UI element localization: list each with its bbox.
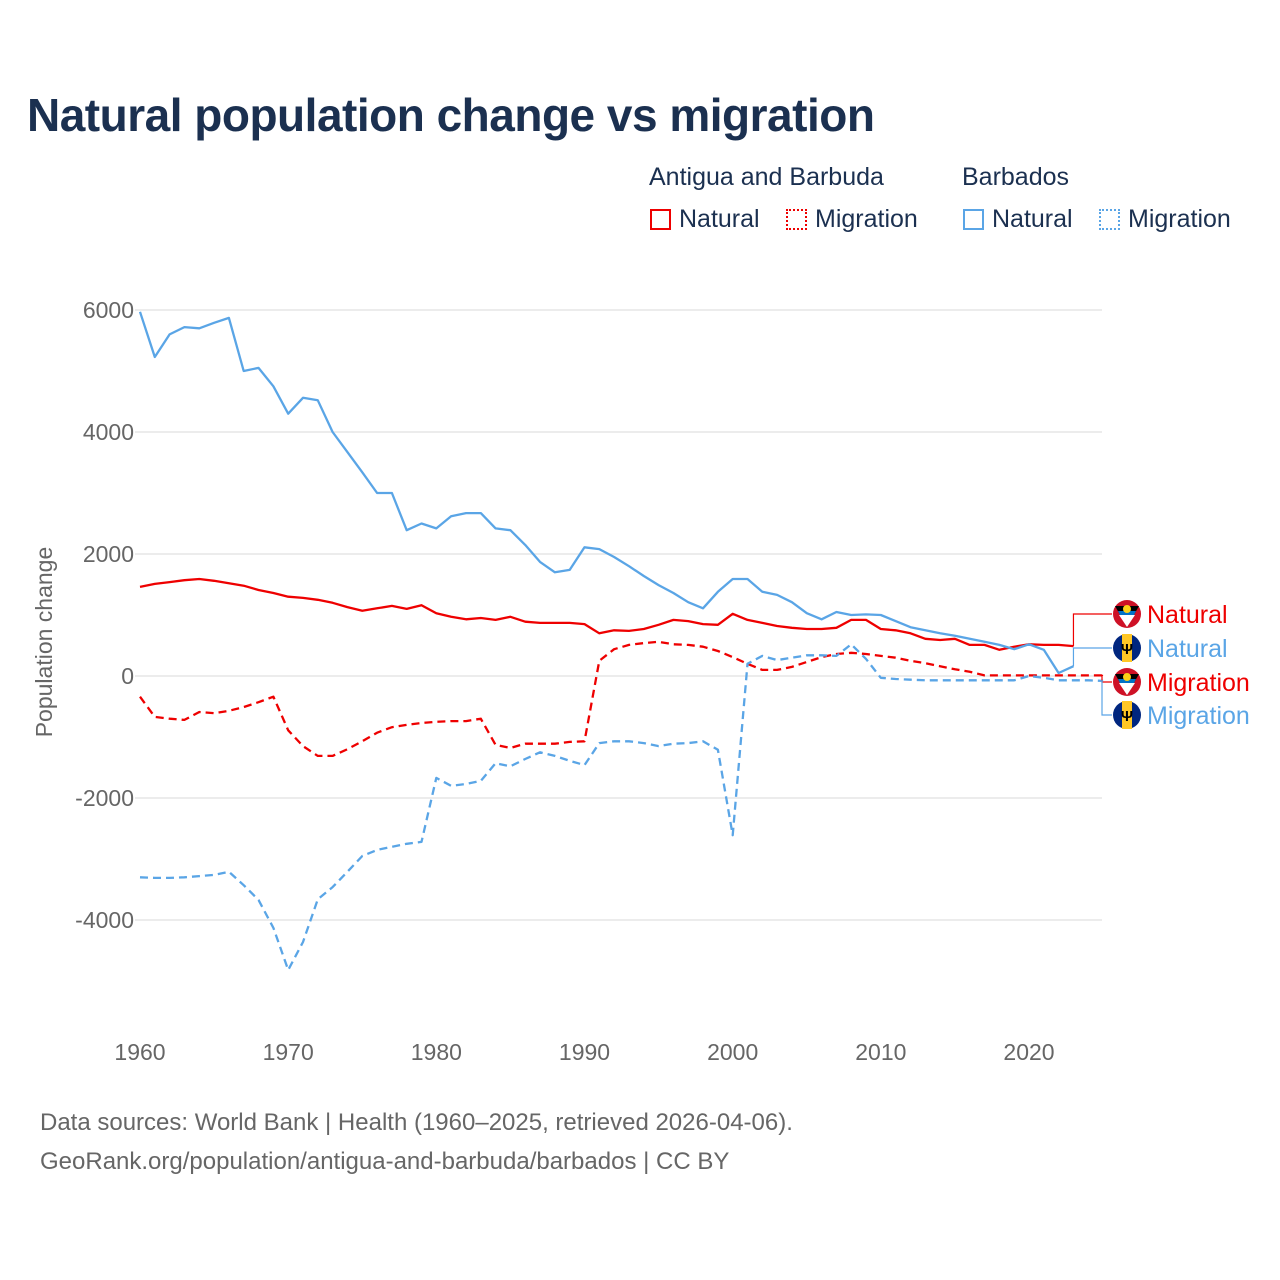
series-line-barbados-natural[interactable] bbox=[138, 311, 1074, 675]
legend-item-antigua-natural[interactable]: Natural bbox=[650, 205, 760, 234]
label-connector bbox=[1072, 613, 1112, 647]
legend-label: Natural bbox=[679, 205, 760, 233]
series-end-label: Natural bbox=[1147, 635, 1228, 663]
footer-sources: Data sources: World Bank | Health (1960–… bbox=[40, 1109, 793, 1136]
legend-swatch-dotted bbox=[786, 209, 807, 230]
y-tick-label: -4000 bbox=[75, 907, 134, 933]
legend-label: Migration bbox=[815, 205, 918, 233]
legend-item-antigua-migration[interactable]: Migration bbox=[786, 205, 918, 234]
x-tick-label: 1960 bbox=[114, 1039, 165, 1065]
antigua-flag-icon bbox=[1113, 600, 1141, 628]
svg-text:Ψ: Ψ bbox=[1121, 641, 1133, 658]
legend-group-barbados: Barbados bbox=[962, 163, 1070, 191]
series-end-label: Migration bbox=[1147, 702, 1250, 730]
legend-swatch-dotted bbox=[1099, 209, 1120, 230]
antigua-flag-icon bbox=[1113, 668, 1141, 696]
x-tick-label: 1980 bbox=[411, 1039, 462, 1065]
x-tick-label: 1970 bbox=[263, 1039, 314, 1065]
legend-label: Natural bbox=[992, 205, 1073, 233]
legend-item-barbados-natural[interactable]: Natural bbox=[963, 205, 1073, 234]
series-end-label: Migration bbox=[1147, 669, 1250, 697]
x-tick-label: 2000 bbox=[707, 1039, 758, 1065]
y-tick-label: -2000 bbox=[75, 785, 134, 811]
legend-swatch-solid bbox=[963, 209, 984, 230]
footer-url[interactable]: GeoRank.org/population/antigua-and-barbu… bbox=[40, 1148, 730, 1175]
x-tick-label: 2010 bbox=[855, 1039, 906, 1065]
series-end-label: Natural bbox=[1147, 601, 1228, 629]
barbados-flag-icon: Ψ bbox=[1113, 634, 1141, 662]
legend-item-barbados-migration[interactable]: Migration bbox=[1099, 205, 1231, 234]
x-tick-label: 2020 bbox=[1003, 1039, 1054, 1065]
label-connector bbox=[1101, 680, 1112, 716]
label-connector bbox=[1072, 647, 1112, 667]
y-tick-label: 0 bbox=[121, 663, 134, 689]
legend-label: Migration bbox=[1128, 205, 1231, 233]
series-line-barbados-migration[interactable] bbox=[139, 643, 1104, 972]
y-axis-label: Population change bbox=[31, 547, 57, 738]
label-connector bbox=[1101, 674, 1112, 683]
x-tick-label: 1990 bbox=[559, 1039, 610, 1065]
legend-group-antigua: Antigua and Barbuda bbox=[649, 163, 884, 191]
legend-swatch-solid bbox=[650, 209, 671, 230]
y-tick-label: 6000 bbox=[83, 297, 134, 323]
svg-text:Ψ: Ψ bbox=[1121, 708, 1133, 725]
y-tick-label: 4000 bbox=[83, 419, 134, 445]
y-tick-label: 2000 bbox=[83, 541, 134, 567]
chart-title: Natural population change vs migration bbox=[27, 89, 875, 141]
series-line-antigua-and-barbuda-migration[interactable] bbox=[139, 640, 1104, 758]
series-line-antigua-and-barbuda-natural[interactable] bbox=[139, 577, 1074, 651]
barbados-flag-icon: Ψ bbox=[1113, 701, 1141, 729]
